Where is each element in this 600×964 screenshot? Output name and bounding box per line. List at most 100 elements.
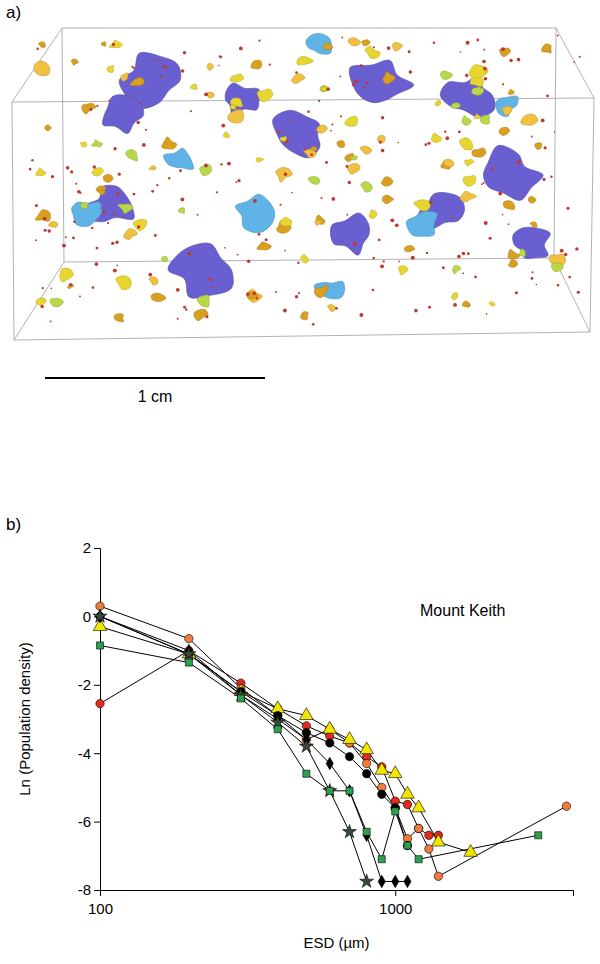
particle-dot xyxy=(142,143,146,147)
x-axis: 100 1000 xyxy=(88,890,574,917)
particle-dot xyxy=(360,64,363,67)
particle-dot xyxy=(502,214,504,216)
box-frame xyxy=(12,28,594,340)
particle-dot xyxy=(409,70,412,73)
tick-label: 1000 xyxy=(379,900,412,917)
particle-small xyxy=(257,242,271,250)
particle-dot xyxy=(92,165,96,169)
particle-dot xyxy=(408,50,411,53)
particle-small xyxy=(398,266,408,275)
particle-dot xyxy=(398,142,400,144)
particle-small xyxy=(118,204,134,213)
tick-label: -8 xyxy=(78,881,91,898)
data-point xyxy=(360,742,374,754)
particle-dot xyxy=(65,236,67,238)
particle-dot xyxy=(509,59,512,62)
particle-large xyxy=(440,76,495,117)
axis-line xyxy=(94,549,101,891)
tick-mark xyxy=(94,685,100,686)
particle-small xyxy=(301,255,309,263)
data-point xyxy=(326,739,334,747)
particle-dot xyxy=(557,284,560,287)
series-line xyxy=(100,616,407,845)
particle-dot xyxy=(199,244,201,246)
particle-dot xyxy=(283,309,287,313)
box-edge xyxy=(590,98,594,332)
particle-blue xyxy=(314,281,345,299)
particle-small xyxy=(207,63,213,70)
particle-dot xyxy=(35,204,38,207)
box-edge xyxy=(14,332,590,340)
particle-small xyxy=(347,163,359,174)
particle-small xyxy=(345,116,358,126)
particle-dot xyxy=(340,115,342,117)
particle-dot xyxy=(550,176,552,178)
particle-small xyxy=(247,289,262,302)
particle-dot xyxy=(383,260,385,262)
particle-dot xyxy=(115,240,118,243)
particle-dot xyxy=(326,87,330,91)
particle-dot xyxy=(51,175,54,178)
data-point xyxy=(185,659,192,666)
particle-small xyxy=(474,114,481,119)
particle-dot xyxy=(111,242,114,245)
particle-small xyxy=(80,142,86,147)
particle-dot xyxy=(395,223,399,227)
particle-dot xyxy=(352,84,355,87)
y-axis: -8-6-4-202 xyxy=(78,539,101,898)
particle-dot xyxy=(348,181,351,184)
particle-small xyxy=(440,71,452,79)
particle-small xyxy=(36,298,46,305)
particle-dot xyxy=(247,260,250,263)
particle-dot xyxy=(462,252,466,256)
particle-dot xyxy=(75,183,77,185)
particle-dot xyxy=(481,87,483,89)
particle-dot xyxy=(489,237,492,240)
data-point xyxy=(392,875,399,887)
particle-dot xyxy=(197,214,199,216)
particle-dot xyxy=(469,304,471,306)
particle-small xyxy=(291,74,305,84)
figure: a)1 cmb)1001000-8-6-4-202ESD (µm)Ln (Pop… xyxy=(0,0,600,964)
particle-large xyxy=(330,213,369,255)
particle-small xyxy=(280,136,286,141)
particle-dot xyxy=(426,252,428,254)
tick-mark xyxy=(94,753,100,754)
particle-dot xyxy=(70,170,73,173)
particle-dot xyxy=(66,166,70,170)
particle-dot xyxy=(42,287,44,289)
data-point xyxy=(185,634,193,642)
particle-dot xyxy=(483,182,485,184)
particle-dot xyxy=(100,207,102,209)
particle-small xyxy=(304,149,317,157)
y-axis-title: Ln (Population density) xyxy=(16,642,33,795)
x-axis-title: ESD (µm) xyxy=(303,934,369,951)
particle-dot xyxy=(204,92,208,96)
particle-dot xyxy=(381,149,385,153)
particle-dot xyxy=(461,86,463,88)
particle-dot xyxy=(379,141,382,144)
particle-dot xyxy=(69,283,72,286)
particle-small xyxy=(36,168,47,176)
box-edge xyxy=(556,28,594,98)
particle-dot xyxy=(177,318,179,320)
particle-dot xyxy=(132,193,135,196)
particle-dot xyxy=(246,293,249,296)
particle-dot xyxy=(239,47,243,51)
particle-dot xyxy=(297,262,299,264)
particle-dot xyxy=(482,60,486,64)
particle-dot xyxy=(138,103,140,105)
particle-dot xyxy=(331,124,333,126)
particle-small xyxy=(472,148,486,157)
particle-small xyxy=(337,141,345,148)
particle-dot xyxy=(277,130,280,133)
particle-dot xyxy=(312,323,315,326)
x-tick: 100 xyxy=(88,890,113,917)
particle-small xyxy=(92,168,103,176)
particle-small xyxy=(200,164,212,175)
particle-dot xyxy=(335,307,338,310)
particle-dot xyxy=(579,56,581,58)
particle-dot xyxy=(47,229,50,232)
particle-small xyxy=(103,175,113,183)
particle-dot xyxy=(35,239,37,241)
